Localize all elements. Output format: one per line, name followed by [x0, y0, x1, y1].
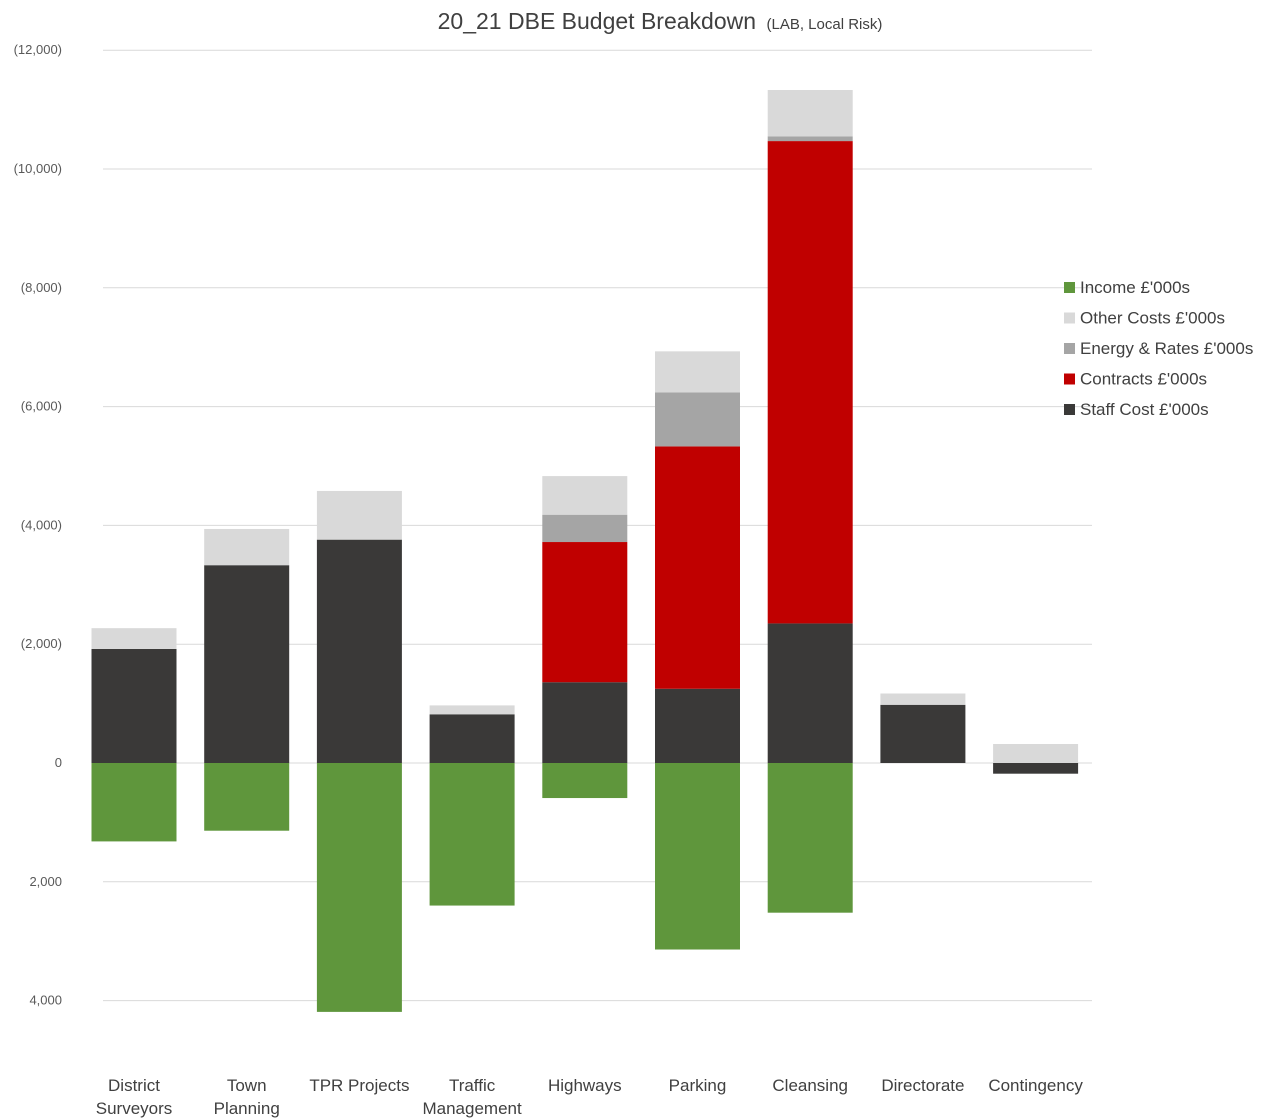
y-tick-label: 2,000	[29, 874, 62, 889]
y-tick-label: (12,000)	[14, 42, 62, 57]
bar-segment	[767, 763, 853, 913]
bar-segment	[542, 542, 628, 683]
bar-segment	[429, 763, 515, 906]
bar-segment	[767, 623, 853, 763]
x-category-label: District	[108, 1076, 160, 1095]
legend-swatch	[1064, 373, 1075, 385]
bar-segment	[767, 136, 853, 142]
chart-title-subtitle: (LAB, Local Risk)	[766, 16, 882, 33]
x-category-label: Planning	[214, 1099, 280, 1118]
x-category-label: Highways	[548, 1076, 622, 1095]
bar-segment	[542, 682, 628, 763]
y-tick-label: (8,000)	[21, 280, 62, 295]
bar-segment	[429, 714, 515, 763]
x-category-label: Directorate	[881, 1076, 964, 1095]
x-category-label: Cleansing	[772, 1076, 848, 1095]
x-axis-categories: District Surveyors Town Planning TPR Project…	[96, 1076, 1084, 1118]
x-category-label: TPR Projects	[309, 1076, 409, 1095]
bar-segment	[316, 490, 402, 540]
x-category-label: Parking	[669, 1076, 727, 1095]
y-tick-label: (6,000)	[21, 399, 62, 414]
x-category-label: Contingency	[988, 1076, 1083, 1095]
legend-entry-label: Staff Cost £'000s	[1080, 400, 1209, 419]
bar-segment	[429, 705, 515, 715]
bar-segment	[993, 743, 1079, 763]
bar-segment	[204, 565, 290, 763]
bar-segment	[767, 89, 853, 137]
bar-segment	[91, 648, 177, 763]
bar-segment	[542, 476, 628, 515]
y-tick-label: 0	[55, 755, 62, 770]
bar-segment	[655, 763, 740, 950]
legend-entry-label: Contracts £'000s	[1080, 370, 1207, 389]
bar-segment	[91, 628, 177, 649]
legend-entry-label: Income £'000s	[1080, 278, 1190, 297]
bar-segment	[204, 528, 290, 566]
chart-title-main: 20_21 DBE Budget Breakdown	[438, 8, 756, 34]
bar-segment	[767, 141, 853, 624]
y-tick-label: (4,000)	[21, 517, 62, 532]
bar-segment	[655, 351, 740, 393]
bar-segment	[993, 763, 1079, 774]
legend-swatch	[1064, 404, 1075, 415]
bar-segment	[542, 514, 628, 543]
y-tick-label: (10,000)	[14, 161, 62, 176]
bar-segment	[880, 704, 966, 763]
bar-segment	[655, 392, 740, 447]
bar-segment	[316, 539, 402, 763]
legend: Income £'000s Other Costs £'000s Energy & …	[1064, 278, 1253, 419]
x-category-label: Surveyors	[96, 1099, 173, 1118]
bar-segment	[655, 688, 740, 763]
y-axis-ticks: (12,000) (10,000) (8,000) (6,000) (4,000) (2,…	[14, 42, 62, 1007]
x-category-label: Traffic	[449, 1076, 496, 1095]
legend-swatch	[1064, 282, 1075, 293]
x-category-label: Management	[422, 1099, 522, 1118]
chart-title: 20_21 DBE Budget Breakdown (LAB, Local R…	[438, 8, 883, 34]
bar-segment	[91, 763, 177, 842]
bar-segment	[880, 693, 966, 705]
legend-entry-label: Energy & Rates £'000s	[1080, 339, 1253, 358]
y-tick-label: 4,000	[29, 993, 62, 1008]
bar-segment	[655, 446, 740, 689]
legend-entry-label: Other Costs £'000s	[1080, 309, 1225, 328]
bar-segment	[316, 763, 402, 1012]
legend-swatch	[1064, 312, 1075, 324]
bar-segment	[542, 763, 628, 799]
bars	[91, 89, 1079, 1012]
y-tick-label: (2,000)	[21, 636, 62, 651]
bar-segment	[204, 763, 290, 831]
legend-swatch	[1064, 343, 1075, 354]
x-category-label: Town	[227, 1076, 267, 1095]
